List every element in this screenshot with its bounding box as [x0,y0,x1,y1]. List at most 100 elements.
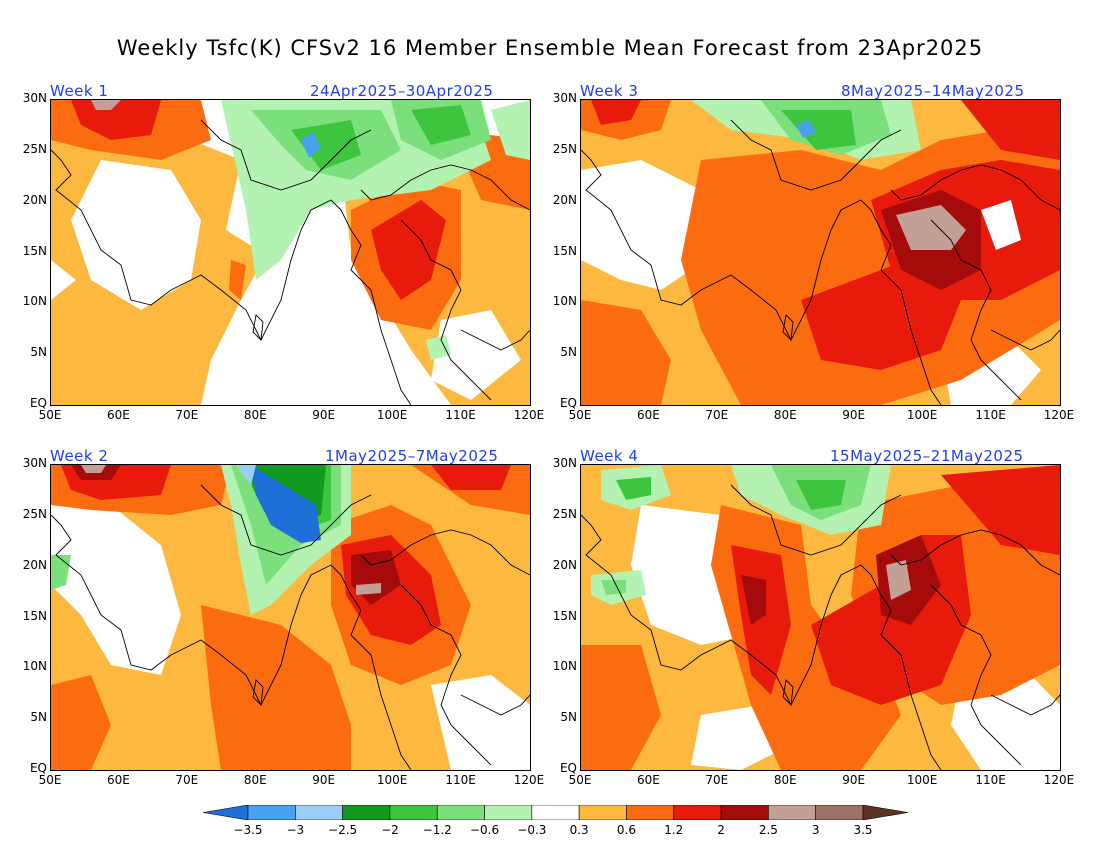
lon-tick-label: 50E [568,773,592,787]
lat-tick-label: 25N [22,141,47,156]
lat-tick-label: 25N [552,141,577,156]
colorbar-tick-label: −1.2 [422,823,452,837]
colorbar-segment [578,805,627,820]
lat-tick-label: 30N [22,456,47,470]
lat-tick-label: 5N [560,345,577,360]
lon-tick-label: 90E [842,773,866,787]
lat-tick-label: EQ [559,396,577,410]
colorbar-tick-label: −2 [381,823,399,837]
colorbar-tick-label: −3.5 [233,823,263,837]
lon-tick-label: 90E [312,408,336,422]
colorbar-tick-label: −0.6 [469,823,500,837]
colorbar-tick-label: 0.3 [569,823,589,837]
lon-tick-label: 110E [975,408,1006,422]
lat-tick-label: 15N [552,608,577,623]
colorbar-segment [815,805,864,820]
lon-tick-label: 80E [773,773,797,787]
lon-tick-label: 70E [175,773,199,787]
colorbar-segment [531,805,580,820]
lon-tick-label: 50E [38,408,62,422]
lat-tick-label: 15N [22,243,47,258]
colorbar-labels: −3.5 −3 −2.5 −2 −1.2 −0.6 −0.3 0.3 0.6 1.2 2 2.5 3 3.… [0,823,1100,839]
colorbar-segment [342,805,391,820]
lat-tick-label: 25N [552,506,577,521]
week1-dates: 24Apr2025–30Apr2025 [310,82,494,100]
colorbar-tick-label: 0.6 [616,823,636,837]
lon-tick-label: 60E [106,773,130,787]
lat-tick-label: 20N [22,192,47,207]
colorbar-segment [436,805,485,820]
lon-tick-label: 50E [568,408,592,422]
lat-tick-label: EQ [29,396,47,410]
lon-tick-label: 70E [175,408,199,422]
week1-label: Week 1 [50,82,109,100]
lon-tick-label: 70E [705,773,729,787]
colorbar-segment [247,805,296,820]
lat-tick-label: 10N [552,294,577,309]
lon-tick-label: 50E [38,773,62,787]
lon-tick-label: 110E [975,773,1006,787]
lat-tick-label: 30N [552,91,577,105]
lon-tick-label: 110E [445,408,476,422]
week4-map [580,464,1061,771]
week3-map [580,99,1061,406]
lat-tick-label: EQ [559,761,577,775]
colorbar-tick-label: −2.5 [328,823,358,837]
colorbar-segment [768,805,816,820]
lon-tick-label: 90E [312,773,336,787]
colorbar-segment [720,805,769,820]
colorbar-tick-label: 3.5 [853,823,873,837]
week3-dates: 8May2025–14May2025 [841,82,1025,100]
week2-dates: 1May2025–7May2025 [325,447,499,465]
lon-tick-label: 70E [705,408,729,422]
week2-map [50,464,531,771]
lon-tick-label: 60E [106,408,130,422]
lat-tick-label: 5N [30,710,47,725]
lat-tick-label: 20N [22,557,47,572]
lon-tick-label: 80E [243,773,267,787]
colorbar-tick-label: 2 [717,823,725,837]
week1-map [50,99,531,406]
lat-tick-label: 30N [22,91,47,105]
lat-tick-label: 20N [552,192,577,207]
colorbar-segment [203,805,249,820]
lat-tick-label: 25N [22,506,47,521]
lon-tick-label: 120E [1043,408,1075,422]
colorbar [203,805,908,820]
colorbar-tick-label: 3 [811,823,820,837]
week3-label: Week 3 [580,82,639,100]
colorbar-segment [484,805,533,820]
lon-tick-label: 100E [376,408,408,422]
week2-label: Week 2 [50,447,109,465]
colorbar-tick-label: −3 [286,823,305,837]
lon-tick-label: 120E [1043,773,1075,787]
lon-tick-label: 60E [636,773,660,787]
lat-tick-label: 10N [552,659,577,674]
colorbar-segment [626,805,675,820]
lat-tick-label: 10N [22,294,47,309]
lon-tick-label: 120E [513,408,545,422]
lon-tick-label: 110E [445,773,476,787]
lat-tick-label: 15N [552,243,577,258]
colorbar-tick-label: −0.3 [517,823,547,837]
lon-tick-label: 60E [636,408,660,422]
colorbar-segment [862,805,908,820]
colorbar-tick-label: 2.5 [758,823,778,837]
colorbar-tick-label: 1.2 [664,823,684,837]
lat-tick-label: EQ [29,761,47,775]
lat-tick-label: 15N [22,608,47,623]
week4-dates: 15May2025–21May2025 [830,447,1024,465]
colorbar-segment [389,805,438,820]
lat-tick-label: 5N [30,345,47,360]
lat-tick-label: 30N [552,456,577,470]
lon-tick-label: 80E [773,408,797,422]
lon-tick-label: 100E [906,773,938,787]
lat-tick-label: 10N [22,659,47,674]
lon-tick-label: 100E [376,773,408,787]
colorbar-segment [295,805,343,820]
lon-tick-label: 100E [906,408,938,422]
lon-tick-label: 80E [243,408,267,422]
lat-tick-label: 5N [560,710,577,725]
lon-tick-label: 90E [842,408,866,422]
figure-title: Weekly Tsfc(K) CFSv2 16 Member Ensemble … [116,36,984,60]
